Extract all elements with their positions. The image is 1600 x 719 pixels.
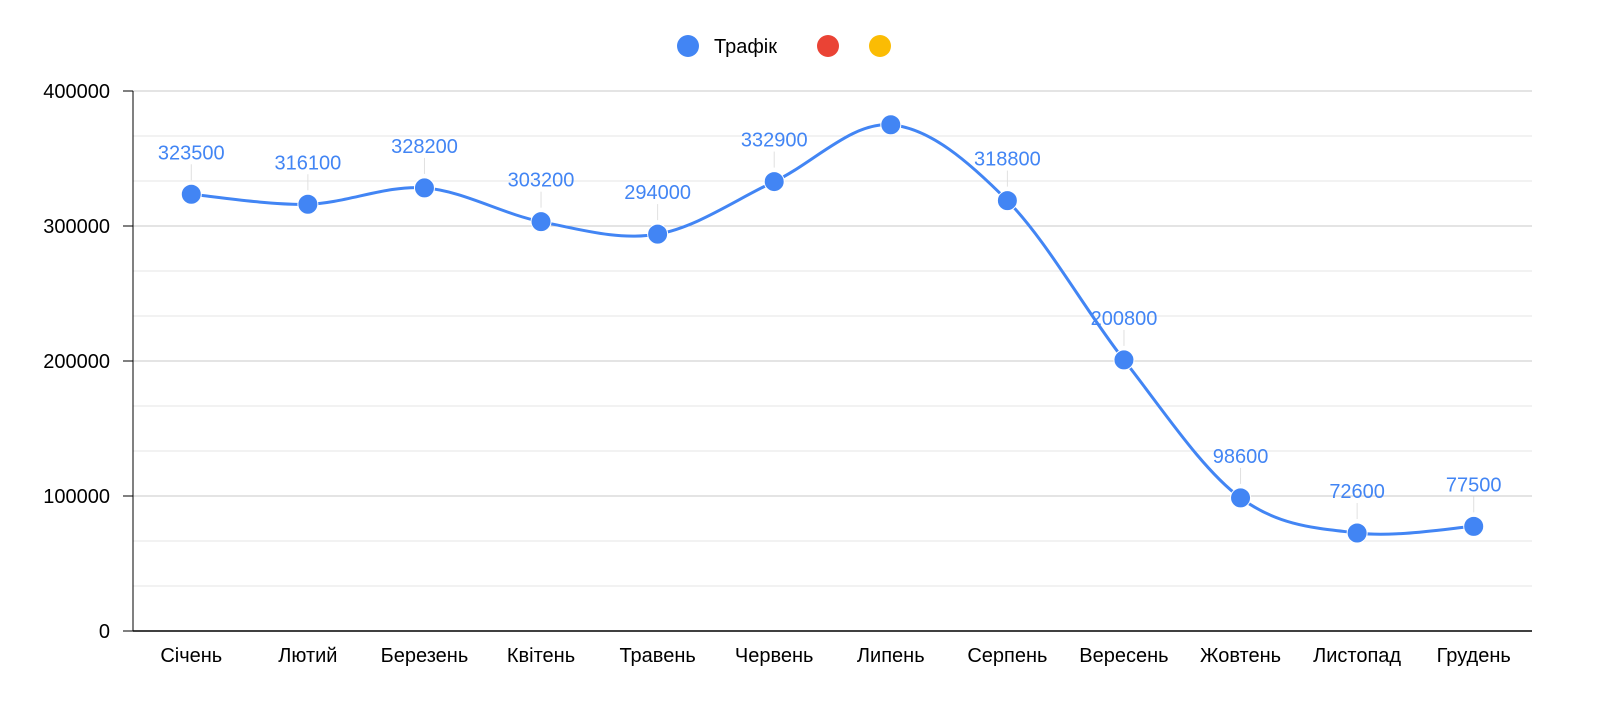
data-point[interactable] [530, 211, 552, 233]
x-tick-label: Вересень [1079, 645, 1168, 667]
data-point[interactable] [413, 177, 435, 199]
x-tick-label: Серпень [967, 645, 1047, 667]
data-label: 318800 [974, 149, 1041, 171]
data-label: 303200 [508, 170, 575, 192]
legend-label: Трафік [714, 36, 777, 58]
data-label-layer: 323500 316100 328200 303200 294000 332900 3188… [158, 130, 1502, 519]
x-tick-label: Травень [619, 645, 695, 667]
data-point[interactable] [180, 183, 202, 205]
legend-marker [677, 35, 699, 57]
legend-marker [869, 35, 891, 57]
y-tick-label: 100000 [43, 486, 110, 508]
legend: Трафік [677, 35, 891, 58]
x-tick-label: Лютий [278, 645, 337, 667]
data-point[interactable] [880, 114, 902, 136]
axis-layer: 0 100000 200000 300000 400000 Січень Лютий Бере… [43, 81, 1532, 667]
data-label: 328200 [391, 136, 458, 158]
legend-marker [817, 35, 839, 57]
data-label: 323500 [158, 142, 225, 164]
data-label: 294000 [624, 182, 691, 204]
data-point[interactable] [1463, 515, 1485, 537]
data-label: 332900 [741, 130, 808, 152]
data-label: 72600 [1329, 481, 1385, 503]
x-tick-label: Березень [381, 645, 469, 667]
x-tick-label: Січень [160, 645, 222, 667]
data-label: 77500 [1446, 474, 1502, 496]
data-point[interactable] [1346, 522, 1368, 544]
y-tick-label: 300000 [43, 216, 110, 238]
series-layer [180, 114, 1485, 544]
data-label: 316100 [275, 152, 342, 174]
y-tick-label: 0 [99, 621, 110, 643]
y-tick-label: 200000 [43, 351, 110, 373]
data-point[interactable] [996, 190, 1018, 212]
x-tick-label: Квітень [507, 645, 575, 667]
x-tick-label: Грудень [1437, 645, 1511, 667]
x-tick-label: Липень [857, 645, 925, 667]
data-point[interactable] [647, 223, 669, 245]
series-line [189, 123, 1476, 536]
data-point[interactable] [763, 171, 785, 193]
x-tick-label: Червень [735, 645, 814, 667]
x-tick-label: Жовтень [1200, 645, 1281, 667]
grid-layer [133, 90, 1532, 587]
data-label: 200800 [1091, 308, 1158, 330]
y-tick-label: 400000 [43, 81, 110, 103]
data-point[interactable] [297, 193, 319, 215]
x-tick-label: Листопад [1313, 645, 1401, 667]
data-point[interactable] [1230, 487, 1252, 509]
data-point[interactable] [1113, 349, 1135, 371]
data-label: 98600 [1213, 446, 1269, 468]
